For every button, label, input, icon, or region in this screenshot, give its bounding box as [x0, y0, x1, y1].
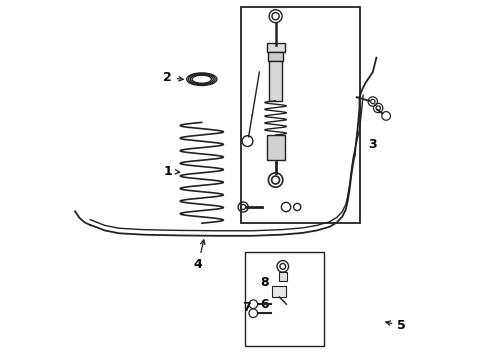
Bar — [272, 286, 286, 297]
Text: 4: 4 — [194, 240, 205, 271]
Bar — [279, 272, 287, 281]
Text: 8: 8 — [261, 276, 269, 289]
Bar — [245, 252, 324, 346]
Text: 2: 2 — [163, 71, 183, 84]
Bar — [242, 7, 360, 223]
Bar — [267, 135, 285, 160]
Text: 6: 6 — [261, 298, 269, 311]
Bar — [269, 52, 283, 61]
Bar — [267, 43, 285, 52]
Bar — [269, 61, 282, 101]
Text: 1: 1 — [163, 165, 180, 177]
Text: 3: 3 — [368, 138, 377, 150]
Text: 7: 7 — [243, 301, 251, 314]
Text: 5: 5 — [386, 319, 406, 332]
